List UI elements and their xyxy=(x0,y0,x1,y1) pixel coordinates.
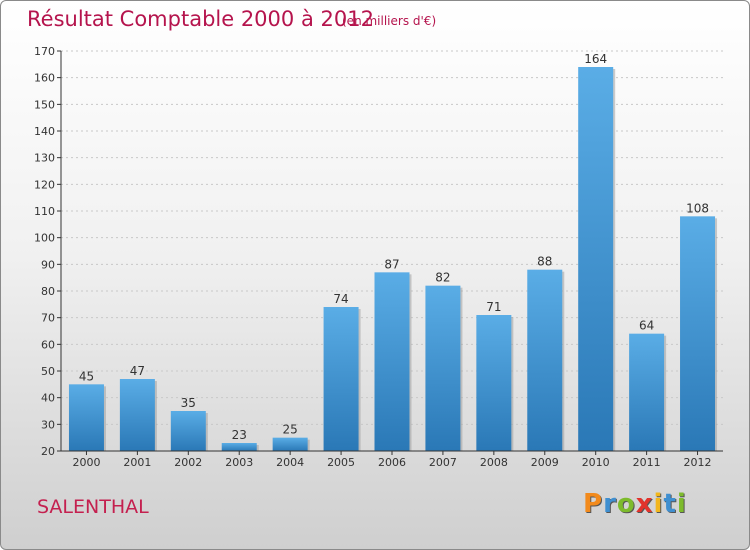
data-label: 47 xyxy=(130,364,145,378)
data-label: 23 xyxy=(232,428,247,442)
y-tick-label: 160 xyxy=(34,72,55,85)
x-tick-label: 2008 xyxy=(480,456,508,469)
y-tick-label: 70 xyxy=(41,312,55,325)
y-tick-label: 50 xyxy=(41,365,55,378)
bar-2008 xyxy=(476,315,512,451)
x-tick-label: 2002 xyxy=(174,456,202,469)
bar-2006 xyxy=(374,272,410,451)
y-tick-label: 40 xyxy=(41,392,55,405)
logo-letter: x xyxy=(635,489,654,519)
data-label: 164 xyxy=(584,52,607,66)
data-label: 74 xyxy=(333,292,348,306)
x-tick-label: 2001 xyxy=(123,456,151,469)
chart-title: Résultat Comptable 2000 à 2012 xyxy=(27,7,374,31)
x-tick-label: 2011 xyxy=(633,456,661,469)
x-tick-label: 2003 xyxy=(225,456,253,469)
y-tick-label: 60 xyxy=(41,338,55,351)
y-tick-label: 20 xyxy=(41,445,55,458)
y-tick-label: 150 xyxy=(34,98,55,111)
proxiti-logo[interactable]: Proxiti xyxy=(583,489,687,519)
x-tick-label: 2012 xyxy=(684,456,712,469)
data-label: 87 xyxy=(384,257,399,271)
logo-letter: i xyxy=(653,489,664,519)
logo-letter: t xyxy=(663,489,677,519)
y-tick-label: 110 xyxy=(34,205,55,218)
logo-letter: i xyxy=(676,489,687,519)
bar-2010 xyxy=(578,67,614,451)
data-label: 64 xyxy=(639,319,654,333)
bar-2000 xyxy=(68,384,104,451)
chart-subtitle: (en milliers d'€) xyxy=(342,14,437,28)
y-tick-label: 140 xyxy=(34,125,55,138)
y-tick-label: 170 xyxy=(34,45,55,58)
x-tick-label: 2000 xyxy=(72,456,100,469)
bar-2001 xyxy=(119,379,155,451)
x-tick-label: 2004 xyxy=(276,456,304,469)
data-label: 45 xyxy=(79,369,94,383)
data-label: 71 xyxy=(486,300,501,314)
y-tick-label: 120 xyxy=(34,178,55,191)
bar-2012 xyxy=(680,216,716,451)
bar-2005 xyxy=(323,307,359,451)
y-tick-label: 30 xyxy=(41,418,55,431)
logo-letter: P xyxy=(583,489,604,519)
y-axis: 20 30 40 50 60 70 80 90 100 110 120 130 140 150 160 170 xyxy=(34,45,62,458)
bar-2009 xyxy=(527,269,563,451)
data-label: 88 xyxy=(537,255,552,269)
y-tick-label: 100 xyxy=(34,232,55,245)
bar-2004 xyxy=(272,437,308,451)
bar-2011 xyxy=(629,333,665,451)
x-tick-label: 2010 xyxy=(582,456,610,469)
commune-name: SALENTHAL xyxy=(37,496,149,518)
data-label: 108 xyxy=(686,201,709,215)
logo-letter: r xyxy=(603,489,617,519)
x-tick-label: 2007 xyxy=(429,456,457,469)
data-label: 25 xyxy=(283,423,298,437)
data-label: 35 xyxy=(181,396,196,410)
y-tick-label: 90 xyxy=(41,258,55,271)
bar-2003 xyxy=(221,443,257,451)
bars: 45 47 35 23 25 74 87 82 71 88 164 64 108 xyxy=(68,52,718,451)
x-tick-label: 2005 xyxy=(327,456,355,469)
bar-2007 xyxy=(425,285,461,451)
x-tick-label: 2009 xyxy=(531,456,559,469)
logo-letter: o xyxy=(616,489,636,519)
bar-2002 xyxy=(170,411,206,451)
y-tick-label: 130 xyxy=(34,152,55,165)
data-label: 82 xyxy=(435,271,450,285)
y-tick-label: 80 xyxy=(41,285,55,298)
x-tick-label: 2006 xyxy=(378,456,406,469)
x-axis: 2000 2001 2002 2003 2004 2005 2006 2007 2008 2009… xyxy=(61,450,723,469)
